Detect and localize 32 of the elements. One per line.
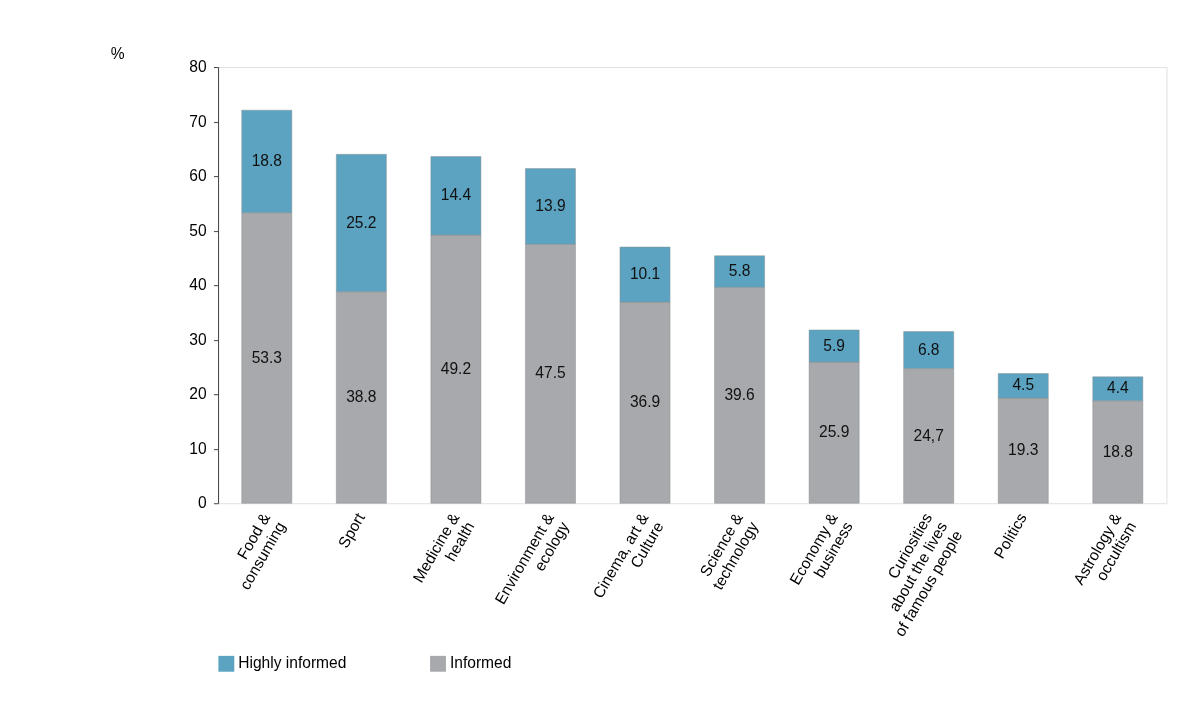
y-tick-label: 10 <box>189 439 207 457</box>
data-label: 24,7 <box>913 426 944 444</box>
y-tick-label: 80 <box>189 58 207 76</box>
legend-label: Informed <box>449 654 512 672</box>
data-label: 49.2 <box>440 359 472 377</box>
data-label: 36.9 <box>629 393 661 411</box>
data-label: 18.8 <box>251 152 282 170</box>
data-label: 38.8 <box>346 388 377 406</box>
data-label: 5.9 <box>823 336 845 354</box>
data-label: 25.9 <box>818 423 850 441</box>
y-tick-label: 20 <box>189 385 207 403</box>
y-tick-label: 30 <box>189 330 207 348</box>
data-label: 39.6 <box>724 385 755 403</box>
y-tick-label: 60 <box>189 167 207 185</box>
data-label: 18.8 <box>1102 442 1133 460</box>
data-label: 14.4 <box>440 186 472 204</box>
data-label: 5.8 <box>728 262 751 280</box>
data-label: 25.2 <box>346 213 377 231</box>
data-label: 4.4 <box>1106 379 1129 397</box>
data-label: 4.5 <box>1012 376 1035 394</box>
y-tick-label: 70 <box>189 112 207 130</box>
data-label: 6.8 <box>917 340 940 358</box>
y-axis-title: % <box>110 45 125 63</box>
data-label: 53.3 <box>251 348 282 366</box>
y-tick-label: 0 <box>197 494 207 512</box>
legend-label: Highly informed <box>238 654 347 672</box>
data-label: 47.5 <box>535 364 566 382</box>
y-tick-label: 50 <box>189 221 207 239</box>
data-label: 13.9 <box>535 196 566 214</box>
data-label: 19.3 <box>1008 441 1039 459</box>
y-tick-label: 40 <box>189 276 207 294</box>
data-label: 10.1 <box>629 265 661 283</box>
